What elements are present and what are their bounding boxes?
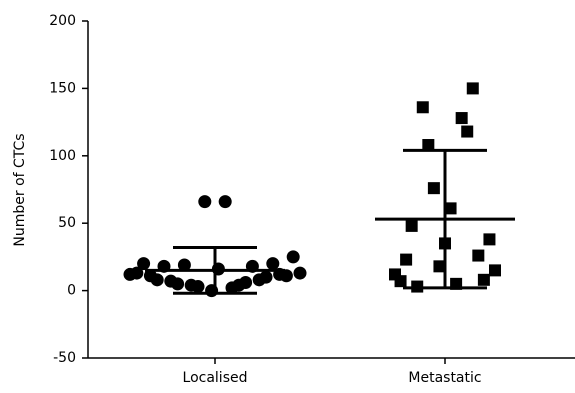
data-point xyxy=(461,125,474,138)
x-tick-label: Localised xyxy=(183,370,248,386)
data-point xyxy=(416,101,429,114)
y-tick-label: 100 xyxy=(49,148,76,164)
data-point xyxy=(444,202,457,215)
data-point xyxy=(150,273,164,287)
data-point xyxy=(483,233,496,246)
data-point xyxy=(130,266,144,280)
data-point xyxy=(218,195,232,209)
data-point xyxy=(489,264,501,277)
data-point xyxy=(422,139,435,152)
data-point xyxy=(137,257,151,271)
x-tick-label: Metastatic xyxy=(408,370,481,386)
data-point xyxy=(286,250,300,264)
data-point xyxy=(177,258,191,272)
data-point xyxy=(394,275,407,288)
data-point xyxy=(191,280,205,294)
y-tick-label: -50 xyxy=(53,350,76,366)
data-point xyxy=(293,266,307,280)
data-point xyxy=(455,112,468,125)
data-point xyxy=(259,270,273,284)
data-point xyxy=(279,269,293,283)
data-point xyxy=(400,253,413,266)
data-point xyxy=(198,195,212,209)
y-tick-label: 50 xyxy=(58,215,76,231)
data-point xyxy=(472,249,485,262)
y-tick-label: 0 xyxy=(67,283,76,299)
y-axis-label: Number of CTCs xyxy=(12,133,28,246)
data-point xyxy=(239,276,253,290)
data-point xyxy=(427,182,440,195)
data-point xyxy=(466,82,479,95)
y-tick-label: 200 xyxy=(49,13,76,29)
data-point xyxy=(266,257,280,271)
data-point xyxy=(433,260,446,273)
data-point xyxy=(477,273,490,286)
data-point xyxy=(171,277,185,291)
y-tick-label: 150 xyxy=(49,80,76,96)
data-point xyxy=(405,219,418,232)
